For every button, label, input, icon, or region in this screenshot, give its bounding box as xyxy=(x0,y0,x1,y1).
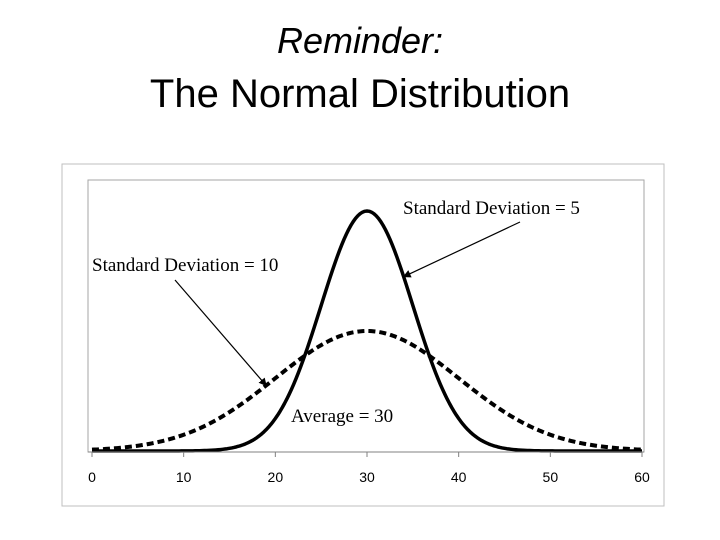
series-line-sd-10 xyxy=(91,329,643,452)
annotation-label: Standard Deviation = 5 xyxy=(403,198,580,219)
slide-title-normal-distribution: The Normal Distribution xyxy=(149,72,571,116)
series-line-sd-5 xyxy=(92,209,642,453)
x-tick-label: 30 xyxy=(359,469,375,485)
annotation-label: Standard Deviation = 10 xyxy=(92,255,278,276)
annotation-label: Average = 30 xyxy=(291,406,393,427)
x-tick-label: 20 xyxy=(268,469,284,485)
x-tick-label: 60 xyxy=(634,469,650,485)
x-tick-label: 40 xyxy=(451,469,467,485)
annotation-arrow xyxy=(402,221,521,278)
x-tick-label: 10 xyxy=(176,469,192,485)
plot-area-frame xyxy=(87,179,645,453)
slide-title-reminder: Reminder: xyxy=(276,20,444,61)
x-tick-label: 0 xyxy=(88,469,96,485)
x-tick-label: 50 xyxy=(543,469,559,485)
annotation-arrow xyxy=(174,279,267,387)
